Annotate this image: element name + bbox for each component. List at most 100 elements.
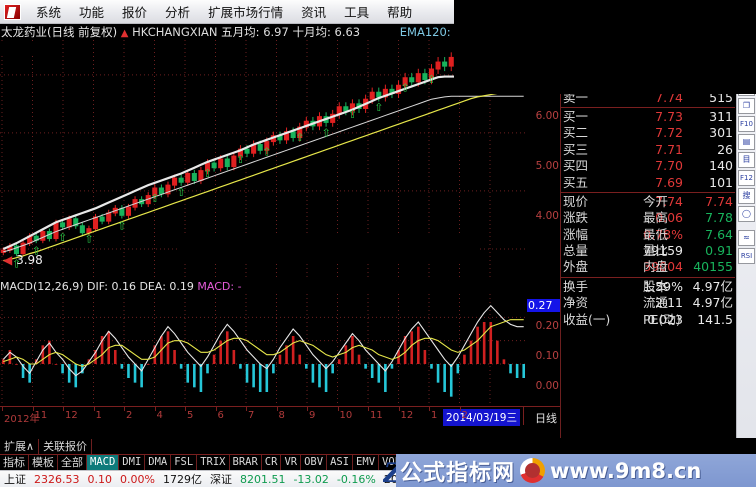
svg-text:⇧: ⇧	[12, 258, 21, 271]
indicator-asi[interactable]: ASI	[327, 455, 354, 470]
svg-text:⇧: ⇧	[32, 244, 41, 257]
menu-item-extended-market[interactable]: 扩展市场行情	[208, 5, 284, 20]
date-tick-mark	[307, 407, 308, 411]
indicator-fsl[interactable]: FSL	[171, 455, 198, 470]
svg-text:⇧: ⇧	[150, 192, 159, 205]
stat-label-2: PE(动)	[643, 311, 681, 327]
status-item-8: -0.16%	[336, 472, 376, 486]
menu-item-tools[interactable]: 工具	[344, 5, 370, 20]
selected-date-badge[interactable]: 2014/03/19三	[442, 409, 520, 426]
row-volume: 140	[709, 158, 733, 174]
stat-label-1: 涨跌	[563, 210, 589, 226]
stat-label-1: 净资	[563, 295, 589, 311]
site-seal-icon	[520, 458, 546, 483]
stat-value-2: 7.74	[705, 193, 733, 209]
orderbook-row-buy: 买五 7.69 101	[561, 175, 735, 191]
price-tick-5: 5.00	[535, 160, 559, 172]
indicator-brar[interactable]: BRAR	[230, 455, 262, 470]
rsi-icon[interactable]: RSI	[738, 248, 755, 264]
indicator-menu-2[interactable]: 全部	[58, 455, 87, 470]
f12-icon[interactable]: F12	[738, 170, 755, 186]
stat-value-2: 40155	[693, 259, 733, 275]
redaction-overlay-sub	[0, 44, 56, 56]
indicator-cr[interactable]: CR	[262, 455, 282, 470]
menu-item-quotes[interactable]: 报价	[122, 5, 148, 20]
expand-button[interactable]: 扩展∧	[0, 438, 40, 454]
indicator-menu-0[interactable]: 指标	[0, 455, 29, 470]
indicator-dmi[interactable]: DMI	[119, 455, 146, 470]
indicator-trix[interactable]: TRIX	[197, 455, 230, 470]
stat-label-2: 最高	[643, 210, 669, 226]
stats-divider	[561, 191, 735, 193]
date-tick: 1	[95, 410, 102, 421]
banner-site-name: 公式指标网	[400, 460, 516, 486]
multi-window-icon[interactable]: ❐	[738, 98, 755, 114]
macd-label: MACD:	[197, 280, 235, 293]
row-price: 7.71	[655, 141, 683, 157]
magnify-icon[interactable]: 搜	[738, 188, 755, 204]
quote-stat-row: 外盘 39004 内盘 40155	[561, 259, 735, 275]
date-tick-mark	[459, 407, 461, 411]
macd-chart[interactable]	[0, 294, 560, 406]
f10-info-icon[interactable]: F10	[738, 116, 755, 132]
indicator-dma[interactable]: DMA	[145, 455, 172, 470]
macd-chart-svg	[0, 294, 560, 406]
row-label: 买二	[563, 125, 589, 141]
date-tick: 2	[126, 410, 133, 421]
stat-value-1: 79159	[643, 243, 683, 259]
macd-title: MACD(12,26,9)	[0, 280, 84, 293]
date-tick-mark	[368, 407, 369, 411]
stat-label-2: 流通	[643, 295, 669, 311]
report-icon[interactable]: ▤	[738, 134, 755, 150]
svg-text:⇧: ⇧	[58, 231, 67, 244]
orderbook-row-buy: 买二 7.72 301	[561, 125, 735, 141]
circle-icon[interactable]: ◯	[738, 206, 755, 222]
stat-value-2: 7.64	[705, 226, 733, 242]
indicator-emv[interactable]: EMV	[353, 455, 380, 470]
date-tick-mark	[337, 407, 339, 411]
indicator-macd[interactable]: MACD	[87, 455, 120, 470]
date-tick: 8	[278, 410, 285, 421]
date-tick: 10	[339, 410, 353, 421]
date-tick-mark	[93, 407, 95, 411]
indicator-menu-1[interactable]: 模板	[29, 455, 58, 470]
orderbook-row-buy: 买四 7.70 140	[561, 158, 735, 174]
date-tick: 6	[217, 410, 224, 421]
date-tick: 2012年	[4, 414, 40, 425]
quote-fundamental-row: 净资 2.11 流通 4.97亿	[561, 295, 735, 311]
news-icon[interactable]: 目	[738, 152, 755, 168]
period-label[interactable]: 日线	[535, 412, 557, 425]
ma10-label: 十月均:	[292, 25, 331, 39]
row-price: 7.72	[655, 125, 683, 141]
date-tick: 12	[65, 410, 78, 421]
date-tick: 5	[187, 410, 194, 421]
stat-label-1: 现价	[563, 193, 589, 209]
left-price-marker: ◀ 3.98	[3, 253, 43, 267]
menu-item-analysis[interactable]: 分析	[165, 5, 191, 20]
stat-value-2: 141.5	[697, 311, 733, 327]
indicator-obv[interactable]: OBV	[301, 455, 328, 470]
linked-quote-button[interactable]: 关联报价	[39, 438, 93, 454]
date-tick-mark	[2, 407, 3, 411]
svg-text:⇧: ⇧	[295, 131, 304, 144]
quote-stat-row: 现价 7.74 今开 7.74	[561, 194, 735, 210]
quote-fundamental-row: 换手 1.59% 股本 4.97亿	[561, 279, 735, 295]
date-tick: 4	[156, 410, 163, 421]
svg-text:⇧: ⇧	[177, 186, 186, 199]
menu-item-help[interactable]: 帮助	[387, 5, 413, 20]
stock-name-label: 太龙药业(日线 前复权)	[1, 25, 118, 39]
stat-value-1: 2.11	[655, 295, 683, 311]
date-tick: 12	[400, 410, 414, 421]
wave-icon[interactable]: ≈	[738, 230, 755, 246]
menu-item-news[interactable]: 资讯	[301, 5, 327, 20]
indicator-vr[interactable]: VR	[281, 455, 302, 470]
svg-text:⇧: ⇧	[348, 108, 357, 121]
menu-item-function[interactable]: 功能	[79, 5, 105, 20]
svg-text:⇧: ⇧	[374, 101, 383, 114]
row-label: 买五	[563, 174, 589, 190]
menu-item-system[interactable]: 系统	[36, 5, 62, 20]
stat-value-1: 0.023	[647, 311, 683, 327]
date-tick-mark	[124, 407, 125, 411]
date-axis: 2014/03/19三 日线 2012年 11 12 1 2 4 5 6 7 8 9 10 11 12 1 2	[0, 406, 560, 426]
row-volume: 101	[709, 174, 733, 190]
